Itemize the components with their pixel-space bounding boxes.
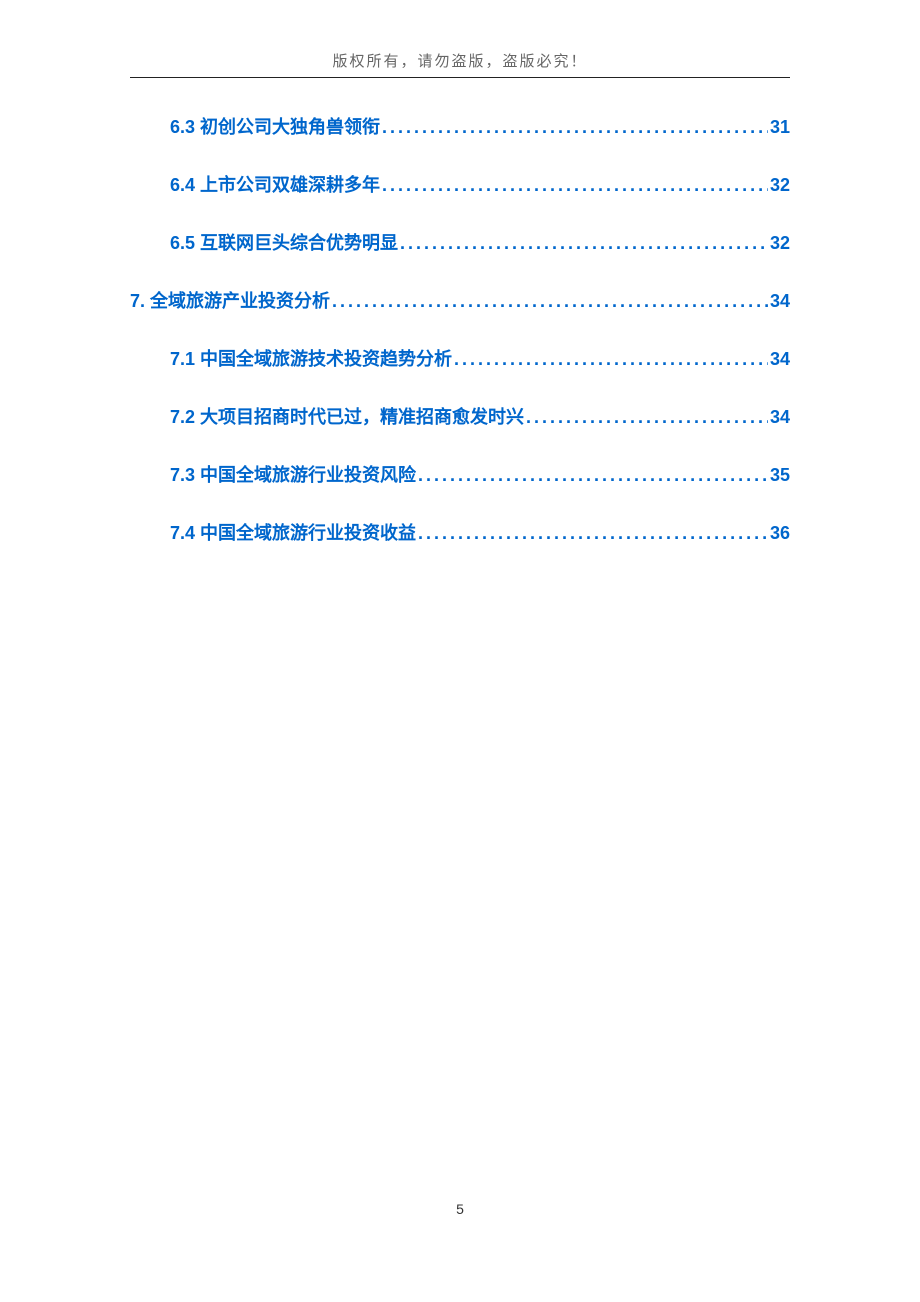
toc-leader-dots <box>400 233 768 254</box>
toc-leader-dots <box>526 407 768 428</box>
toc-entry-page: 34 <box>770 291 790 312</box>
toc-entry-title: 6.4 上市公司双雄深耕多年 <box>170 171 380 197</box>
toc-entry-page: 32 <box>770 233 790 254</box>
toc-entry-title: 7.2 大项目招商时代已过，精准招商愈发时兴 <box>170 403 524 429</box>
toc-entry[interactable]: 7.1 中国全域旅游技术投资趋势分析 34 <box>130 345 790 371</box>
toc-entry-title: 7.3 中国全域旅游行业投资风险 <box>170 461 416 487</box>
toc-entry-title: 6.5 互联网巨头综合优势明显 <box>170 229 398 255</box>
toc-entry-title: 7.4 中国全域旅游行业投资收益 <box>170 519 416 545</box>
toc-leader-dots <box>382 175 768 196</box>
toc-entry[interactable]: 7.2 大项目招商时代已过，精准招商愈发时兴 34 <box>130 403 790 429</box>
toc-entry-page: 32 <box>770 175 790 196</box>
toc-entry-page: 34 <box>770 407 790 428</box>
toc-entry-page: 34 <box>770 349 790 370</box>
toc-entry[interactable]: 7.4 中国全域旅游行业投资收益 36 <box>130 519 790 545</box>
toc-entry-page: 36 <box>770 523 790 544</box>
toc-entry-title: 7. 全域旅游产业投资分析 <box>130 287 330 313</box>
header-divider <box>130 77 790 78</box>
toc-leader-dots <box>454 349 768 370</box>
page-container: 版权所有，请勿盗版，盗版必究！ 6.3 初创公司大独角兽领衔 31 6.4 上市公司… <box>0 0 920 545</box>
toc-entry[interactable]: 6.3 初创公司大独角兽领衔 31 <box>130 113 790 139</box>
toc-entry[interactable]: 7.3 中国全域旅游行业投资风险 35 <box>130 461 790 487</box>
toc-entry[interactable]: 6.4 上市公司双雄深耕多年 32 <box>130 171 790 197</box>
toc-entry-title: 7.1 中国全域旅游技术投资趋势分析 <box>170 345 452 371</box>
toc-entry[interactable]: 7. 全域旅游产业投资分析 34 <box>130 287 790 313</box>
copyright-header: 版权所有，请勿盗版，盗版必究！ <box>130 50 790 71</box>
toc-leader-dots <box>418 523 768 544</box>
table-of-contents: 6.3 初创公司大独角兽领衔316.4 上市公司双雄深耕多年326.5 互联网巨… <box>130 113 790 545</box>
toc-entry-page: 35 <box>770 465 790 486</box>
toc-leader-dots <box>382 117 768 138</box>
toc-entry-title: 6.3 初创公司大独角兽领衔 <box>170 113 380 139</box>
toc-entry-page: 31 <box>770 117 790 138</box>
toc-leader-dots <box>418 465 768 486</box>
toc-entry[interactable]: 6.5 互联网巨头综合优势明显 32 <box>130 229 790 255</box>
toc-leader-dots <box>332 291 768 312</box>
page-number: 5 <box>456 1201 464 1217</box>
